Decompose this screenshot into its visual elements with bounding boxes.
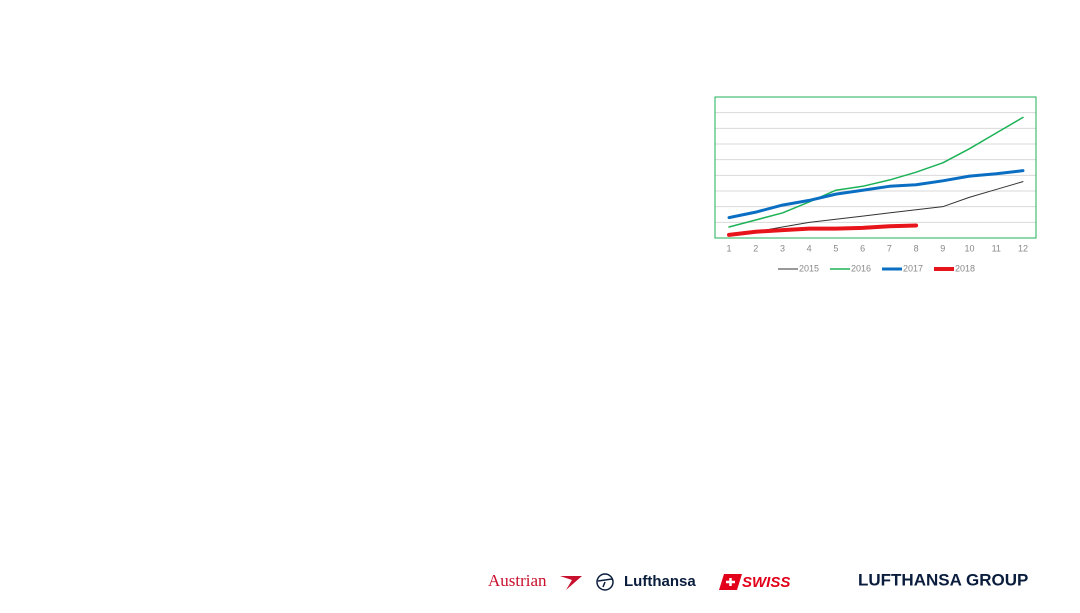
x-tick-label: 3 bbox=[780, 243, 785, 253]
swiss-cross bbox=[726, 578, 735, 586]
lufthansa-logo: Lufthansa bbox=[624, 573, 696, 590]
x-tick-label: 6 bbox=[860, 243, 865, 253]
x-tick-label: 1 bbox=[726, 243, 731, 253]
x-tick-label: 2 bbox=[753, 243, 758, 253]
austrian-mark bbox=[560, 576, 582, 590]
x-tick-label: 7 bbox=[887, 243, 892, 253]
series-line bbox=[727, 223, 919, 237]
legend-label: 2018 bbox=[955, 263, 975, 273]
legend-label: 2016 bbox=[851, 263, 871, 273]
crane-mark bbox=[597, 578, 613, 588]
x-tick-label: 11 bbox=[992, 243, 1001, 253]
legend-label: 2017 bbox=[903, 263, 923, 273]
x-tick-label: 5 bbox=[833, 243, 838, 253]
swiss-logo: SWISS bbox=[742, 574, 790, 591]
x-tick-label: 9 bbox=[940, 243, 945, 253]
group-logo: LUFTHANSA GROUP bbox=[858, 570, 1028, 589]
austrian-logo: Austrian bbox=[488, 571, 547, 590]
series-line bbox=[728, 116, 1024, 228]
series-line bbox=[727, 169, 1025, 220]
plot-frame bbox=[714, 96, 1037, 239]
crane-icon bbox=[596, 573, 614, 591]
x-tick-label: 10 bbox=[965, 243, 975, 253]
legend-label: 2015 bbox=[799, 263, 819, 273]
x-tick-label: 4 bbox=[807, 243, 812, 253]
x-tick-label: 12 bbox=[1018, 243, 1028, 253]
x-tick-label: 8 bbox=[914, 243, 919, 253]
series-line bbox=[728, 181, 1024, 236]
